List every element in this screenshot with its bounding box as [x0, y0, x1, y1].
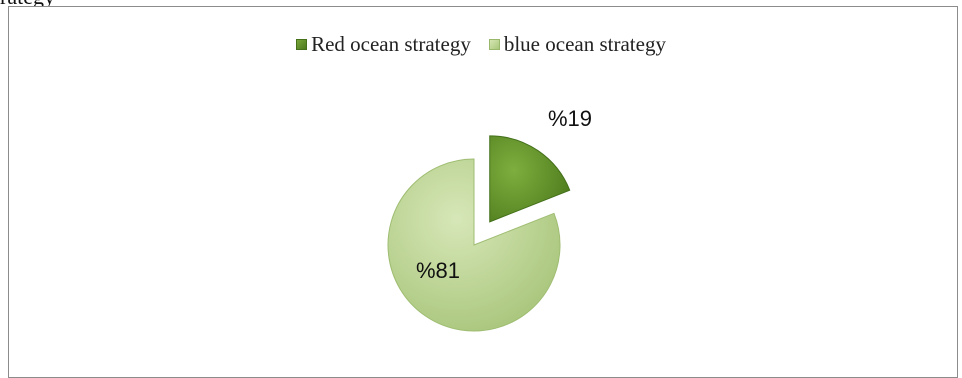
pie-slice-blue-ocean [387, 158, 561, 332]
slice-label-red-ocean: %19 [548, 106, 592, 131]
legend-swatch-red-ocean [296, 39, 308, 50]
legend-label-red-ocean: Red ocean strategy [311, 32, 471, 56]
legend-label-blue-ocean: blue ocean strategy [503, 32, 666, 56]
chart-legend: Red ocean strategy blue ocean strategy [0, 32, 962, 57]
header-text-fragment: rategy [0, 0, 55, 10]
legend-item-red-ocean: Red ocean strategy [296, 32, 471, 57]
legend-swatch-blue-ocean [488, 39, 500, 50]
slice-label-blue-ocean: %81 [416, 258, 460, 283]
legend-item-blue-ocean: blue ocean strategy [488, 32, 666, 57]
pie-slice-red-ocean [489, 135, 571, 223]
